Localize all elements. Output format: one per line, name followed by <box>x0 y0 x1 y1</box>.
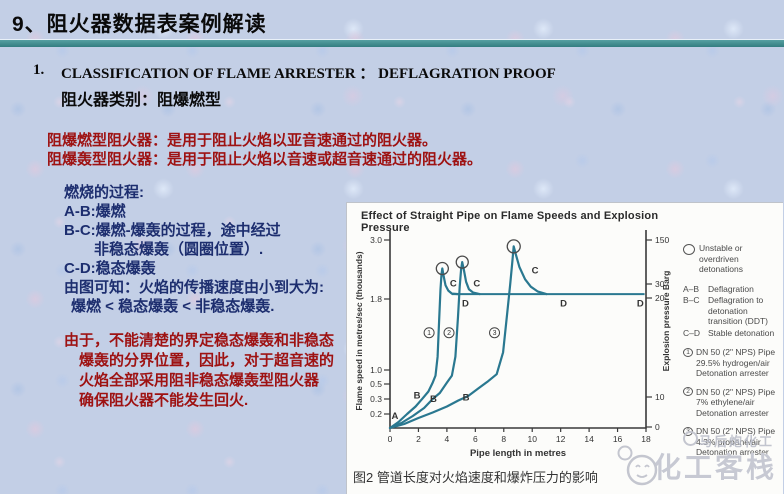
definition-line: 阻爆轰型阻火器：是用于阻止火焰以音速或超音速通过的阻火器。 <box>47 151 483 168</box>
unstable-circle-icon <box>683 244 695 255</box>
svg-text:0.3: 0.3 <box>370 394 382 404</box>
note-line: 爆轰的分界位置，因此，对于超音速的 <box>79 352 335 369</box>
svg-text:0.2: 0.2 <box>370 409 382 419</box>
svg-text:8: 8 <box>501 434 506 444</box>
svg-text:0: 0 <box>388 434 393 444</box>
legend-pipe-entry: 2 DN 50 (2" NPS) Pipe 7% ethylene/air De… <box>683 387 781 419</box>
pipe-line: Detonation arrester <box>696 447 769 457</box>
svg-text:D: D <box>637 298 644 309</box>
svg-text:D: D <box>560 298 567 309</box>
process-line: 燃烧的过程: <box>64 184 144 201</box>
process-line: C-D:稳态爆轰 <box>64 260 156 277</box>
svg-text:B: B <box>414 390 421 401</box>
svg-text:C: C <box>473 278 480 289</box>
svg-text:1.0: 1.0 <box>370 365 382 375</box>
note-line: 确保阻火器不能发生回火. <box>79 392 249 409</box>
svg-text:6: 6 <box>473 434 478 444</box>
svg-text:10: 10 <box>527 434 537 444</box>
svg-text:12: 12 <box>556 434 566 444</box>
svg-text:2: 2 <box>447 330 451 337</box>
legend-pipe-entry: 1 DN 50 (2" NPS) Pipe 29.5% hydrogen/air… <box>683 347 781 379</box>
svg-text:Flame speed in metres/sec (tho: Flame speed in metres/sec (thousands) <box>354 251 364 410</box>
pipe-line: 7% ethylene/air <box>696 397 755 407</box>
pipe-line: 29.5% hydrogen/air <box>696 357 770 368</box>
process-line: 由图可知：火焰的传播速度由小到大为: <box>64 279 324 296</box>
combustion-process-block: 燃烧的过程: A-B:爆燃 B-C:爆燃-爆轰的过程，途中经过 非稳态爆轰（圆圈… <box>64 183 324 316</box>
legend-stage: C–D Stable detonation <box>683 328 781 339</box>
note-line: 火焰全部采用阻非稳态爆轰型阻火器 <box>79 372 320 389</box>
section-number: 1. <box>33 62 45 78</box>
svg-text:30: 30 <box>655 279 665 289</box>
svg-text:0.5: 0.5 <box>370 379 382 389</box>
svg-text:C: C <box>532 265 539 276</box>
svg-text:150: 150 <box>655 235 669 245</box>
section-heading: 1. CLASSIFICATION OF FLAME ARRESTER ： DE… <box>33 62 556 83</box>
svg-text:C: C <box>450 278 457 289</box>
stage-label: Deflagration <box>708 283 754 294</box>
svg-text:D: D <box>462 298 469 309</box>
svg-text:B: B <box>430 394 437 405</box>
svg-text:18: 18 <box>641 434 651 444</box>
pipe-line: DN 50 (2" NPS) Pipe <box>696 386 776 397</box>
svg-text:3.0: 3.0 <box>370 235 382 245</box>
svg-text:4: 4 <box>445 434 450 444</box>
pipe-line: Detonation arrester <box>696 368 769 378</box>
definition-line: 阻爆燃型阻火器：是用于阻止火焰以亚音速通过的阻火器。 <box>47 132 438 149</box>
stage-key: A–B <box>683 283 700 294</box>
svg-text:B: B <box>463 393 470 404</box>
svg-text:A: A <box>392 411 399 422</box>
watermark-large: 化工客栈 <box>653 452 778 483</box>
svg-text:0: 0 <box>655 422 660 432</box>
process-line: A-B:爆燃 <box>64 203 126 220</box>
pipe-line: 4.3% propane/air <box>696 436 761 447</box>
svg-text:1: 1 <box>427 330 431 337</box>
flame-speed-chart: 0 2 4 6 8 10 12 14 16 183.01.81.00.50.30.21503020… <box>354 230 671 459</box>
svg-text:Pipe length in metres: Pipe length in metres <box>470 448 566 459</box>
watermark-bubble-icon <box>683 431 698 446</box>
legend-pipes: 1 DN 50 (2" NPS) Pipe 29.5% hydrogen/air… <box>683 347 781 458</box>
note-block: 由于，不能清楚的界定稳态爆轰和非稳态 爆轰的分界位置，因此，对于超音速的 火焰全… <box>64 331 334 411</box>
pipe-line: DN 50 (2" NPS) Pipe <box>696 426 776 436</box>
svg-text:3: 3 <box>493 330 497 337</box>
legend-unstable-label: Unstable or overdriven detonations <box>699 243 743 274</box>
section-title-cn: 阻火器类别：阻爆燃型 <box>61 92 222 109</box>
watermark-small: 马后炮化工 <box>699 434 775 449</box>
stage-key: C–D <box>683 327 701 338</box>
svg-text:14: 14 <box>584 434 594 444</box>
svg-text:2: 2 <box>416 434 421 444</box>
chart-title: Effect of Straight Pipe on Flame Speeds … <box>361 210 659 234</box>
note-line: 由于，不能清楚的界定稳态爆轰和非稳态 <box>64 332 335 349</box>
svg-text:10: 10 <box>655 392 665 402</box>
stage-label: Deflagration to detonation transition (D… <box>708 295 768 326</box>
legend-stage: B–C Deflagration to detonation transitio… <box>683 295 781 327</box>
chart-legend: Unstable or overdriven detonations A–B D… <box>683 243 781 466</box>
pipe-line: Detonation arrester <box>696 407 769 418</box>
svg-text:16: 16 <box>613 434 623 444</box>
definitions-block: 阻爆燃型阻火器：是用于阻止火焰以亚音速通过的阻火器。 阻爆轰型阻火器：是用于阻止… <box>47 131 482 169</box>
legend-unstable: Unstable or overdriven detonations <box>683 243 781 275</box>
divider-bar <box>0 39 784 47</box>
stage-key: B–C <box>683 295 700 305</box>
circled-number-icon: 1 <box>683 347 693 357</box>
figure-caption: 图2 管道长度对火焰速度和爆炸压力的影响 <box>353 470 598 485</box>
section-title-en: CLASSIFICATION OF FLAME ARRESTER ： DEFLA… <box>61 66 556 82</box>
stage-label: Stable detonation <box>708 327 775 338</box>
circled-number-icon: 2 <box>683 387 693 397</box>
svg-text:20: 20 <box>655 293 665 303</box>
chart-panel: Effect of Straight Pipe on Flame Speeds … <box>346 202 783 494</box>
page-title: 9、阻火器数据表案例解读 <box>12 13 267 36</box>
process-line: 爆燃 < 稳态爆轰 < 非稳态爆轰. <box>71 298 275 315</box>
process-line: B-C:爆燃-爆轰的过程，途中经过 <box>64 222 281 239</box>
svg-text:1.8: 1.8 <box>370 294 382 304</box>
svg-text:Explosion pressure Barg: Explosion pressure Barg <box>661 271 671 372</box>
process-line: 非稳态爆轰（圆圈位置）. <box>94 241 264 258</box>
watermark-face-icon <box>617 445 658 486</box>
legend-stage: A–B Deflagration <box>683 284 781 295</box>
pipe-line: DN 50 (2" NPS) Pipe <box>696 347 776 357</box>
